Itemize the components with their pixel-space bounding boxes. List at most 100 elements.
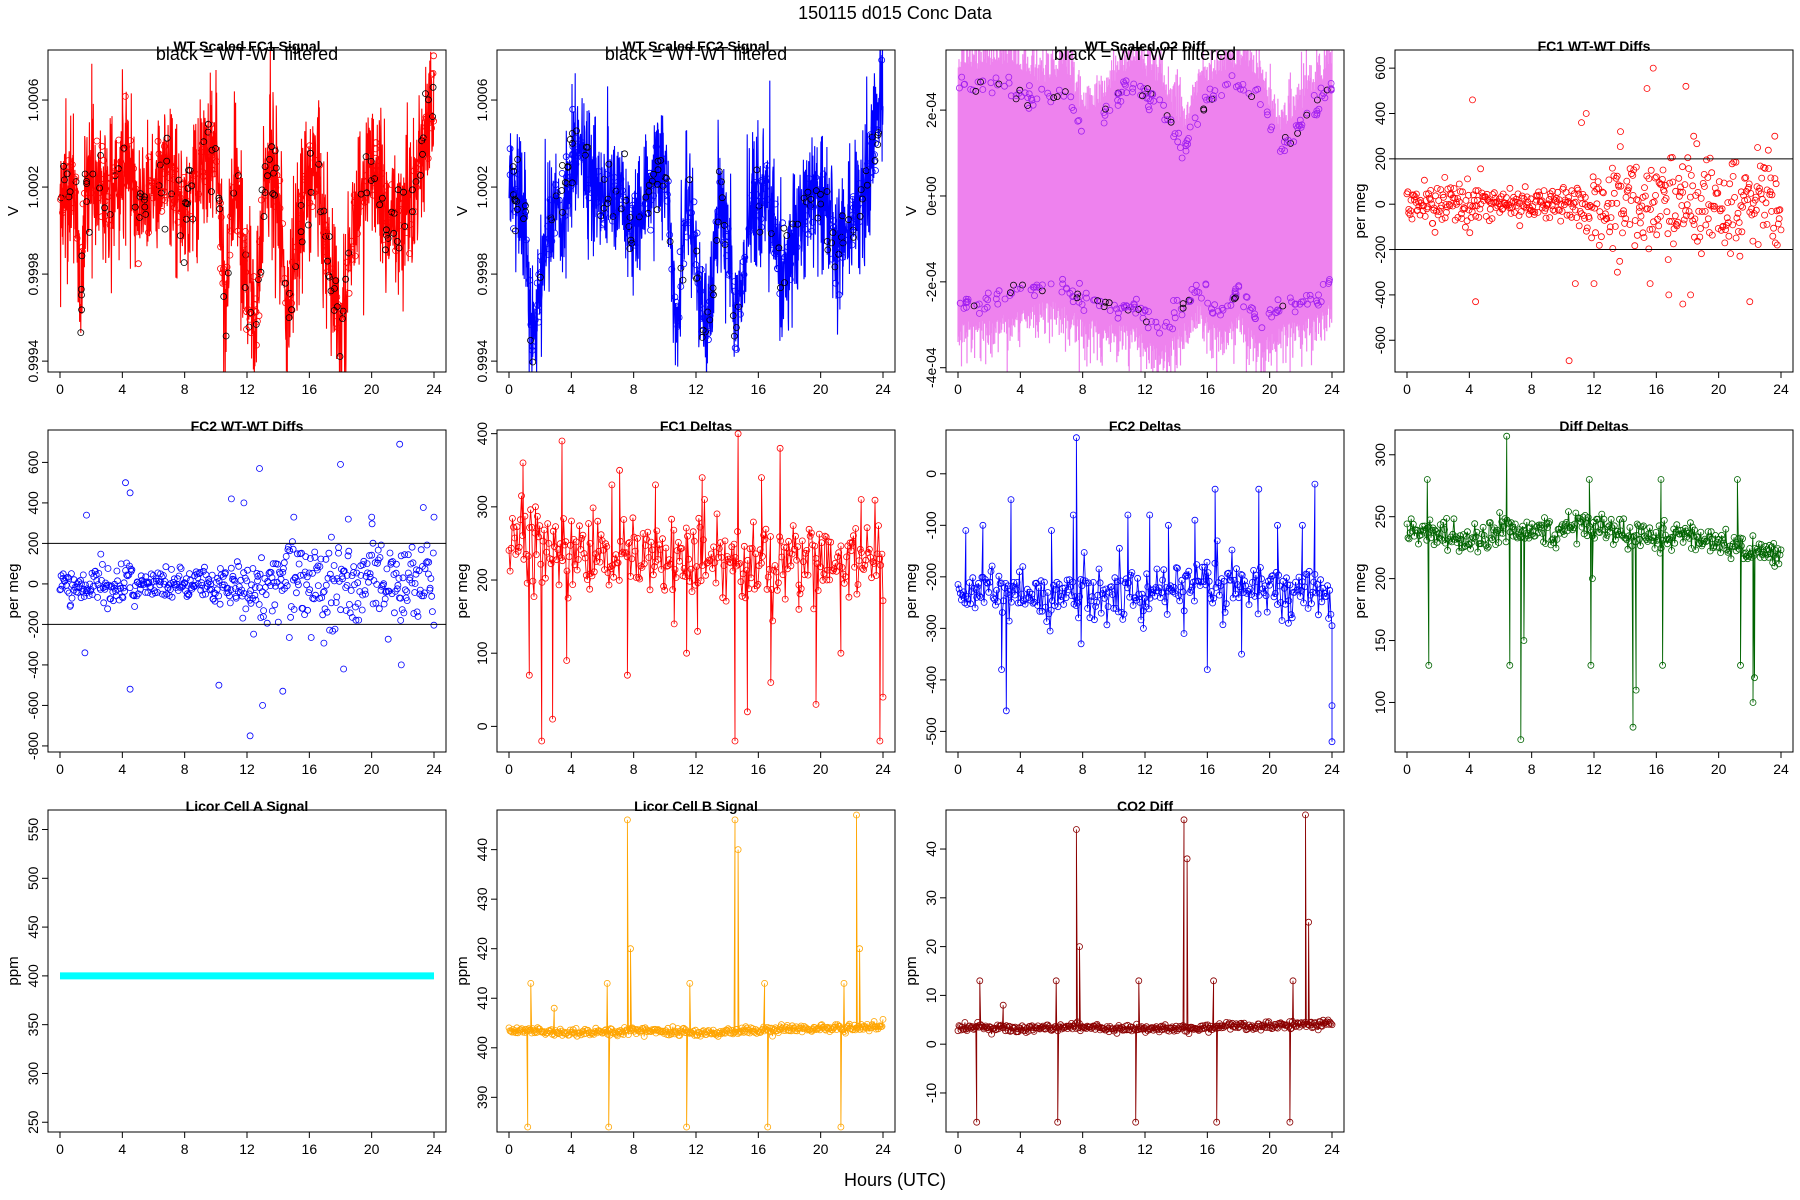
data-point <box>788 1022 796 1030</box>
data-point <box>683 233 691 241</box>
y-tick-label: -400 <box>923 666 939 694</box>
data-point <box>176 232 184 240</box>
data-point <box>1163 611 1171 618</box>
data-point <box>817 200 825 208</box>
data-point <box>1094 297 1101 305</box>
y-tick-label: 100 <box>474 641 490 665</box>
data-point <box>1517 534 1524 541</box>
x-tick-label: 24 <box>1324 381 1340 397</box>
data-point <box>58 192 66 200</box>
x-tick-label: 8 <box>630 1141 638 1157</box>
data-point <box>422 559 430 567</box>
data-point <box>1697 225 1704 232</box>
data-point <box>136 190 144 198</box>
data-point <box>1060 92 1068 100</box>
data-point <box>1611 223 1619 230</box>
data-point <box>583 143 590 151</box>
data-point <box>1161 322 1169 330</box>
data-point <box>1573 540 1581 548</box>
data-point <box>419 504 427 511</box>
data-point <box>542 574 549 582</box>
data-point <box>320 229 327 237</box>
data-point <box>1549 535 1557 543</box>
data-point <box>1425 661 1433 669</box>
x-tick-label: 24 <box>875 761 891 777</box>
data-point <box>529 577 537 585</box>
x-tick-label: 24 <box>426 1141 442 1157</box>
data-point <box>390 229 398 237</box>
data-point <box>1324 582 1331 590</box>
data-point <box>534 301 541 309</box>
plot-frame <box>496 429 896 753</box>
data-point <box>538 579 546 586</box>
data-point <box>235 562 243 570</box>
data-point <box>409 559 417 567</box>
data-point <box>1655 522 1663 530</box>
data-point <box>1725 219 1732 227</box>
y-tick-label: 600 <box>25 451 41 475</box>
x-tick-label: 4 <box>567 381 575 397</box>
data-point <box>1008 289 1016 297</box>
data-point <box>376 201 384 209</box>
data-point <box>1016 568 1023 576</box>
data-point <box>1698 208 1706 216</box>
data-point <box>962 295 970 303</box>
data-point <box>115 136 123 144</box>
data-point <box>510 167 518 175</box>
data-point <box>803 212 811 220</box>
data-point <box>1188 583 1196 591</box>
data-point <box>772 200 779 208</box>
data-point <box>781 253 789 261</box>
data-point <box>535 533 542 541</box>
data-point <box>149 194 157 202</box>
data-point <box>860 566 868 573</box>
data-point <box>318 594 326 601</box>
data-point <box>369 191 377 199</box>
data-point <box>586 540 594 547</box>
data-point <box>1538 197 1546 205</box>
data-point <box>1666 217 1673 225</box>
data-point <box>1238 571 1246 579</box>
data-point <box>1209 599 1216 607</box>
data-point <box>329 575 337 583</box>
data-point <box>1129 88 1136 96</box>
data-point <box>171 197 179 205</box>
data-point <box>397 222 405 230</box>
data-point <box>355 616 363 624</box>
data-point <box>1441 526 1448 533</box>
data-point <box>1120 610 1128 618</box>
data-point <box>323 608 331 616</box>
data-point <box>1089 579 1097 586</box>
data-point <box>753 582 761 590</box>
data-point <box>960 304 968 312</box>
data-point <box>730 287 738 295</box>
data-point <box>1134 305 1142 313</box>
data-point <box>597 212 605 220</box>
data-point <box>1019 563 1027 570</box>
data-point <box>1102 102 1110 110</box>
data-point <box>351 252 359 260</box>
data-point <box>1054 1027 1062 1035</box>
y-axis-label: per meg <box>903 563 920 618</box>
data-point <box>1472 187 1480 195</box>
data-point <box>325 549 333 557</box>
data-point <box>291 574 299 582</box>
data-point <box>84 587 92 594</box>
data-point <box>867 131 874 139</box>
data-point <box>1438 215 1446 223</box>
data-point <box>337 606 345 614</box>
data-point <box>1724 199 1732 207</box>
data-point <box>78 306 85 314</box>
data-point <box>120 144 128 152</box>
data-point <box>689 528 697 536</box>
data-point <box>1513 533 1520 540</box>
data-point <box>1607 515 1615 523</box>
y-tick-label: -2e-04 <box>923 261 939 302</box>
data-point <box>663 174 670 182</box>
data-point <box>818 539 825 547</box>
data-point <box>855 180 863 188</box>
data-point <box>666 231 674 239</box>
data-point <box>983 579 990 586</box>
data-point <box>1455 180 1463 188</box>
data-point <box>134 590 142 598</box>
